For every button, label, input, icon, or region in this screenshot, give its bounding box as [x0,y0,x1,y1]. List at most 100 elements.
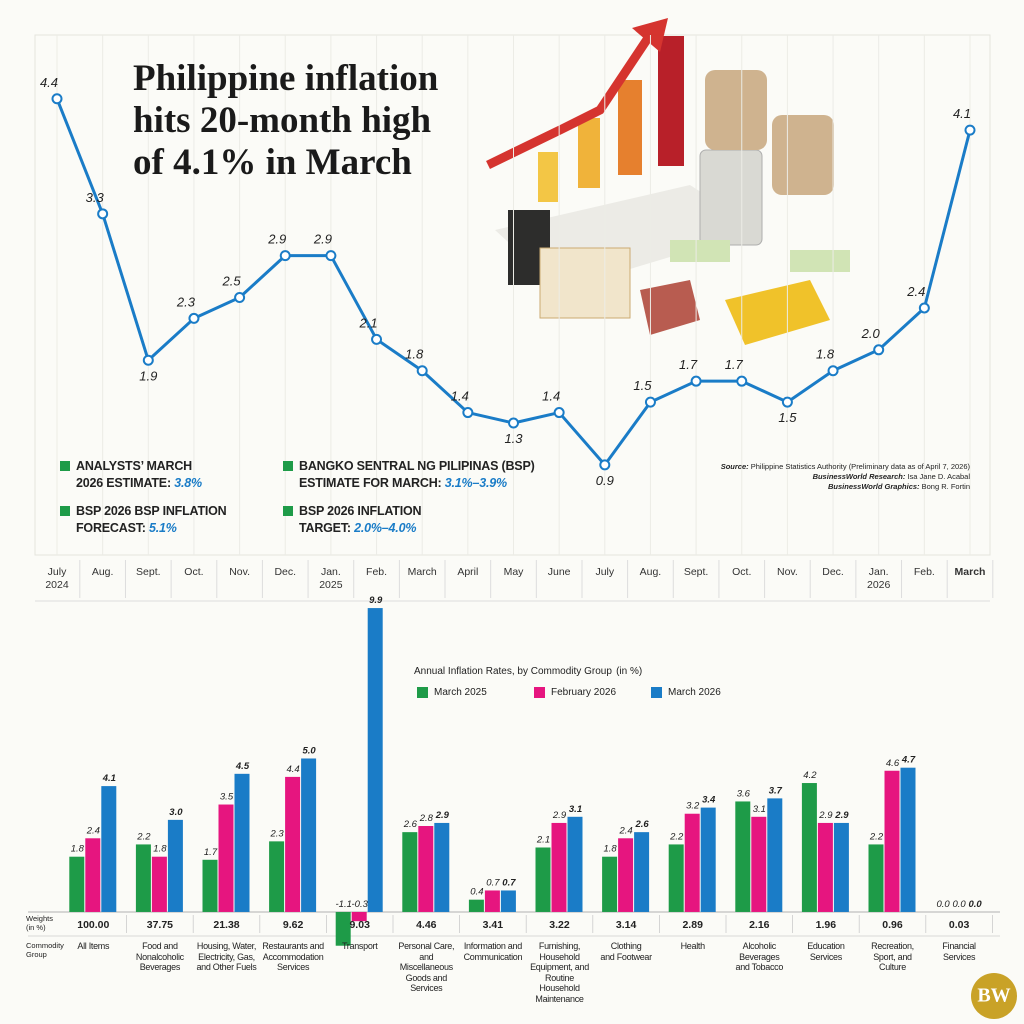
bar [618,838,634,912]
value-label: 2.6 [634,819,649,830]
legend-label: March 2026 [668,687,721,698]
illustration-money [790,250,850,272]
value-label: 2.5 [222,274,242,289]
value-label: 0.4 [470,887,483,898]
note-marker [60,461,70,471]
credit-label: Source: [720,462,749,471]
bar [351,911,367,922]
illustration-gold [725,280,830,345]
value-label: 4.6 [886,758,900,769]
value-label: 4.4 [286,764,299,775]
value-label: 0.0 [952,899,966,910]
logo-badge [971,973,1017,1019]
bar [684,813,700,912]
legend-swatch [534,687,545,698]
bar [269,841,285,912]
bar [567,816,583,912]
value-label: 4.1 [102,773,116,784]
credit: BusinessWorld Graphics: Bong R. Fortin [570,482,970,491]
value-label: 2.9 [552,810,567,821]
value-label: 3.4 [702,795,716,806]
value-label: 2.9 [267,232,286,247]
value-label: 3.0 [169,807,183,818]
x-tick-label: Sept. [136,566,161,578]
weight: 4.46 [416,919,437,931]
value-label: 1.4 [451,389,469,404]
bar [285,776,301,912]
point [873,344,885,356]
credit: Source: Philippine Statistics Authority … [570,462,970,471]
plot-frame [34,34,991,556]
x-tick-label: Aug. [639,566,662,578]
chart-title-text: Annual Inflation Rates, by Commodity Gro… [414,666,612,677]
note-value: 3.8% [174,476,202,490]
note-label: BANGKO SENTRAL NG PILIPINAS (BSP) ESTIMA… [299,459,535,490]
bar [602,856,618,912]
illustration-sack [705,70,767,150]
value-label: 3.1 [569,804,582,815]
x-tick-label: Oct. [732,566,752,578]
value-label: 3.7 [769,785,783,796]
bar [634,832,650,912]
bar [367,608,383,912]
bar [500,890,516,912]
bar [218,804,234,912]
value-label: 4.5 [235,761,250,772]
weight: 37.75 [146,919,174,931]
bar [817,822,833,912]
x-tick-label: Jan. 2025 [319,566,343,591]
x-tick-label: Personal Care, and Miscellaneous Goods a… [398,941,455,993]
value-label: 4.7 [901,755,916,766]
x-tick-label: July 2024 [45,566,69,591]
note: BSP 2026 BSP INFLATION FORECAST: 5.1% [60,503,227,537]
value-label: 2.2 [869,831,884,842]
weight: 0.96 [882,919,903,931]
value-label: 4.2 [803,770,817,781]
value-label: 0.9 [596,473,614,488]
x-tick-label: Alcoholic Beverages and Tobacco [735,941,784,972]
bar [151,856,167,912]
illustration-arrow [486,32,654,170]
illustration-bar [538,152,558,202]
value-label: 3.5 [220,792,234,803]
point [97,208,109,220]
point [644,396,656,408]
note-value: 2.0%–4.0% [354,521,417,535]
point [325,250,337,262]
note-label: BSP 2026 BSP INFLATION FORECAST: [76,504,227,535]
point [51,93,63,105]
value-label: 5.0 [302,745,316,756]
value-label: 0.7 [486,877,500,888]
credit: BusinessWorld Research: Isa Jane D. Acab… [570,472,970,481]
value-label: 2.0 [861,326,881,341]
note-marker [283,506,293,516]
bar [69,856,85,912]
value-label: 4.4 [40,75,58,90]
x-tick-label: Nov. [229,566,250,578]
value-label: -1.1 [336,899,352,910]
value-label: 9.9 [369,595,383,606]
x-tick-label: Feb. [366,566,388,578]
value-label: 2.4 [906,284,925,299]
credit-label: BusinessWorld Graphics: [827,482,920,491]
x-tick-label: May [503,566,524,578]
legend-label: February 2026 [551,687,617,698]
weight: 21.38 [213,919,240,931]
value-label: 2.4 [618,825,632,836]
value-label: -0.3 [352,899,369,910]
illustration-eggs [539,247,631,319]
value-label: 1.4 [542,389,560,404]
x-tick-label: Clothing and Footwear [600,941,652,962]
point [279,250,291,262]
x-tick-label: July [595,566,615,578]
bar [900,767,916,912]
value-label: 3.6 [737,788,751,799]
x-tick-label: Feb. [913,566,935,578]
value-label: 1.7 [204,847,218,858]
x-tick-label: Dec. [274,566,297,578]
illustration-bar [578,118,600,188]
illustration-meat [640,280,700,335]
bar [751,816,767,912]
bar [868,844,884,912]
point [781,396,793,408]
